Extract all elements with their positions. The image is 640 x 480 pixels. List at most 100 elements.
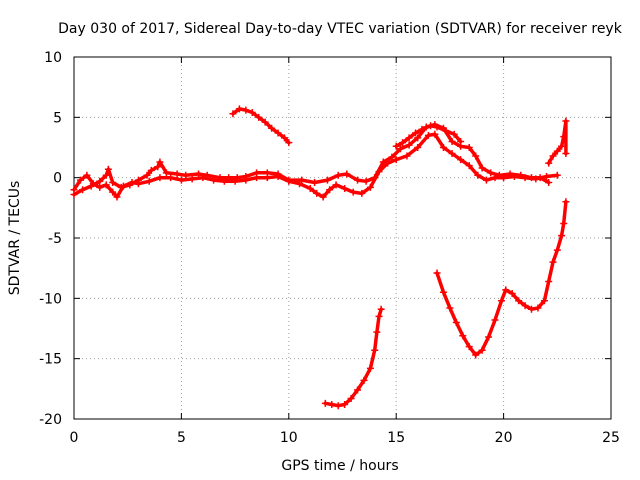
data-point: [233, 174, 241, 182]
data-point: [360, 376, 368, 384]
series-trace: [72, 132, 560, 199]
y-tick-label: 0: [53, 171, 62, 187]
data-point: [321, 399, 329, 407]
data-point: [508, 290, 516, 298]
data-point: [343, 170, 351, 178]
y-axis-label: SDTVAR / TECUs: [7, 181, 23, 296]
data-point: [549, 152, 557, 160]
series-trace: [394, 124, 463, 149]
series-trace: [231, 107, 291, 145]
data-point: [229, 110, 237, 118]
data-point: [96, 183, 104, 191]
data-point: [457, 137, 465, 145]
data-point: [263, 169, 271, 177]
data-point: [491, 316, 499, 324]
data-point: [102, 171, 110, 179]
data-point: [371, 174, 379, 182]
data-point: [96, 177, 104, 185]
data-point: [495, 171, 503, 179]
data-point: [543, 172, 551, 180]
data-point: [216, 174, 224, 182]
data-point: [366, 364, 374, 372]
data-point: [167, 174, 175, 182]
data-point: [392, 156, 400, 164]
series-trace-5: [545, 117, 570, 167]
data-point: [405, 134, 413, 142]
data-point: [459, 332, 467, 340]
data-point: [341, 185, 349, 193]
y-tick-label: 10: [44, 50, 62, 66]
data-point: [79, 186, 87, 194]
data-point: [388, 153, 396, 161]
data-point: [545, 159, 553, 167]
data-point: [255, 113, 263, 121]
data-point: [515, 297, 523, 305]
data-point: [117, 183, 125, 191]
data-point: [427, 122, 435, 130]
data-point: [439, 288, 447, 296]
data-point: [313, 189, 321, 197]
data-point: [235, 105, 243, 113]
data-point: [457, 156, 465, 164]
data-point: [248, 109, 256, 117]
data-point: [553, 171, 561, 179]
data-point: [558, 142, 566, 150]
x-tick-label: 15: [387, 430, 405, 446]
data-point: [285, 139, 293, 147]
data-point: [540, 297, 548, 305]
data-point: [102, 181, 110, 189]
series-trace: [72, 122, 551, 197]
data-point: [173, 170, 181, 178]
data-point: [465, 144, 473, 151]
data-point: [147, 166, 155, 174]
data-point: [560, 220, 568, 228]
data-point: [478, 346, 486, 354]
data-point: [399, 139, 407, 147]
data-point: [560, 133, 568, 141]
series-trace-7: [433, 198, 570, 359]
data-point: [225, 174, 233, 182]
series-trace-1: [70, 130, 561, 201]
data-point: [553, 246, 561, 254]
data-point: [545, 277, 553, 285]
data-point: [109, 178, 117, 186]
data-point: [373, 328, 381, 336]
data-point: [274, 129, 282, 137]
data-point: [549, 258, 557, 266]
series-trace: [435, 200, 568, 357]
data-point: [195, 170, 203, 178]
data-point: [319, 193, 327, 201]
data-point: [403, 152, 411, 160]
data-point: [562, 198, 570, 206]
data-point: [545, 178, 553, 186]
data-point: [452, 318, 460, 326]
data-point: [536, 174, 544, 182]
data-point: [446, 304, 454, 312]
data-point: [298, 176, 306, 184]
data-point: [261, 118, 269, 126]
data-point: [109, 188, 117, 196]
data-point: [349, 188, 357, 196]
data-point: [377, 305, 385, 313]
data-point: [439, 144, 447, 151]
data-point: [448, 137, 456, 145]
data-point: [487, 169, 495, 177]
data-point: [558, 232, 566, 240]
data-point: [334, 171, 342, 179]
data-point: [433, 123, 441, 131]
series-trace-4: [392, 122, 465, 150]
data-point: [412, 129, 420, 137]
data-point: [521, 302, 529, 310]
x-tick-label: 25: [602, 430, 620, 446]
y-tick-label: -20: [39, 412, 62, 428]
data-point: [375, 312, 383, 320]
data-point: [405, 141, 413, 149]
data-point: [156, 158, 164, 166]
data-point: [182, 171, 190, 179]
y-tick-label: -15: [39, 352, 62, 368]
data-point: [474, 171, 482, 179]
data-point: [562, 117, 570, 125]
data-point: [502, 286, 510, 294]
data-point: [478, 164, 486, 172]
